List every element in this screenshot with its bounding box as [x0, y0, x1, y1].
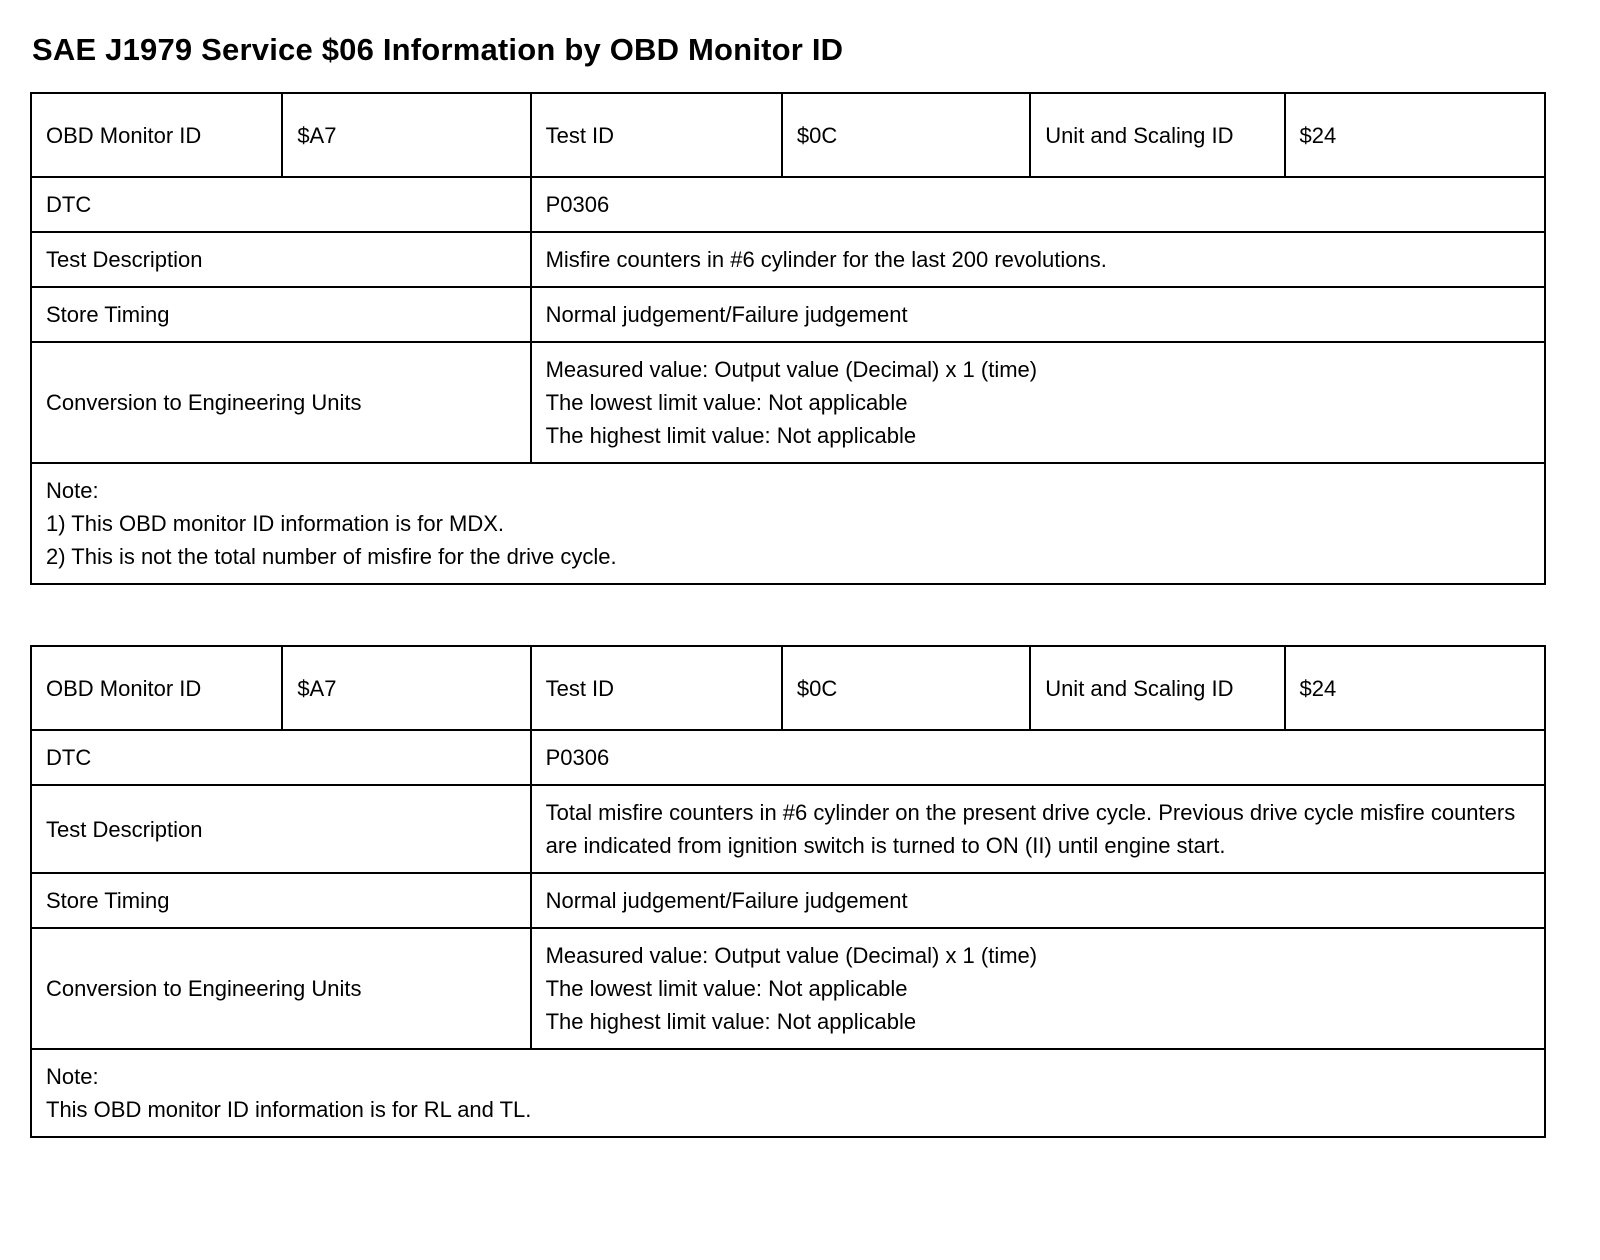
- conversion-label: Conversion to Engineering Units: [30, 341, 532, 464]
- store-timing-label: Store Timing: [30, 872, 532, 929]
- table-gap: [30, 585, 1572, 645]
- table-row: Conversion to Engineering Units Measured…: [30, 927, 1547, 1050]
- table-row: Conversion to Engineering Units Measured…: [30, 341, 1547, 464]
- dtc-value: P0306: [529, 176, 1547, 233]
- unit-scaling-id-label: Unit and Scaling ID: [1029, 92, 1286, 178]
- dtc-label: DTC: [30, 176, 532, 233]
- obd-monitor-id-label: OBD Monitor ID: [29, 92, 284, 178]
- conversion-line: The highest limit value: Not applicable: [545, 1009, 917, 1034]
- obd-monitor-id-value: $A7: [281, 645, 532, 731]
- page-title: SAE J1979 Service $06 Information by OBD…: [32, 32, 844, 67]
- table-row: Test Description Misfire counters in #6 …: [30, 231, 1547, 288]
- dtc-label: DTC: [30, 729, 532, 786]
- test-id-value: $0C: [780, 645, 1032, 731]
- note-line: 2) This is not the total number of misfi…: [46, 544, 617, 569]
- note-line: Note:: [46, 478, 99, 503]
- table-row: DTC P0306: [30, 176, 1547, 233]
- note-line: This OBD monitor ID information is for R…: [46, 1097, 532, 1122]
- table-row: OBD Monitor ID $A7 Test ID $0C Unit and …: [29, 92, 1547, 178]
- conversion-line: Measured value: Output value (Decimal) x…: [545, 943, 1038, 968]
- note-line: 1) This OBD monitor ID information is fo…: [46, 511, 505, 536]
- note-cell: Note: This OBD monitor ID information is…: [30, 1048, 1546, 1138]
- note-line: Note:: [46, 1064, 99, 1089]
- unit-scaling-id-label: Unit and Scaling ID: [1029, 645, 1286, 731]
- obd-monitor-table-1: OBD Monitor ID $A7 Test ID $0C Unit and …: [29, 92, 1547, 585]
- conversion-line: The highest limit value: Not applicable: [545, 423, 917, 448]
- test-id-value: $0C: [780, 92, 1032, 178]
- test-id-label: Test ID: [529, 645, 783, 731]
- table-row: Note: This OBD monitor ID information is…: [30, 1048, 1546, 1138]
- conversion-value: Measured value: Output value (Decimal) x…: [529, 341, 1547, 464]
- table-row: Test Description Total misfire counters …: [30, 784, 1547, 874]
- conversion-label: Conversion to Engineering Units: [30, 927, 532, 1050]
- obd-monitor-id-label: OBD Monitor ID: [29, 645, 284, 731]
- table-row: OBD Monitor ID $A7 Test ID $0C Unit and …: [29, 645, 1547, 731]
- test-description-label: Test Description: [30, 784, 532, 874]
- test-id-label: Test ID: [529, 92, 783, 178]
- table-row: DTC P0306: [30, 729, 1547, 786]
- obd-monitor-id-value: $A7: [281, 92, 532, 178]
- conversion-line: The lowest limit value: Not applicable: [545, 390, 908, 415]
- conversion-line: Measured value: Output value (Decimal) x…: [545, 357, 1038, 382]
- test-description-value: Misfire counters in #6 cylinder for the …: [529, 231, 1547, 288]
- test-description-label: Test Description: [30, 231, 532, 288]
- store-timing-label: Store Timing: [30, 286, 532, 343]
- unit-scaling-id-value: $24: [1283, 645, 1547, 731]
- obd-monitor-table-2: OBD Monitor ID $A7 Test ID $0C Unit and …: [29, 645, 1547, 1138]
- table-row: Store Timing Normal judgement/Failure ju…: [30, 872, 1547, 929]
- test-description-value: Total misfire counters in #6 cylinder on…: [529, 784, 1547, 874]
- store-timing-value: Normal judgement/Failure judgement: [529, 286, 1547, 343]
- conversion-line: The lowest limit value: Not applicable: [545, 976, 908, 1001]
- table-row: Store Timing Normal judgement/Failure ju…: [30, 286, 1547, 343]
- dtc-value: P0306: [529, 729, 1547, 786]
- unit-scaling-id-value: $24: [1283, 92, 1547, 178]
- note-cell: Note: 1) This OBD monitor ID information…: [30, 462, 1546, 585]
- conversion-value: Measured value: Output value (Decimal) x…: [529, 927, 1547, 1050]
- table-row: Note: 1) This OBD monitor ID information…: [30, 462, 1546, 585]
- store-timing-value: Normal judgement/Failure judgement: [529, 872, 1547, 929]
